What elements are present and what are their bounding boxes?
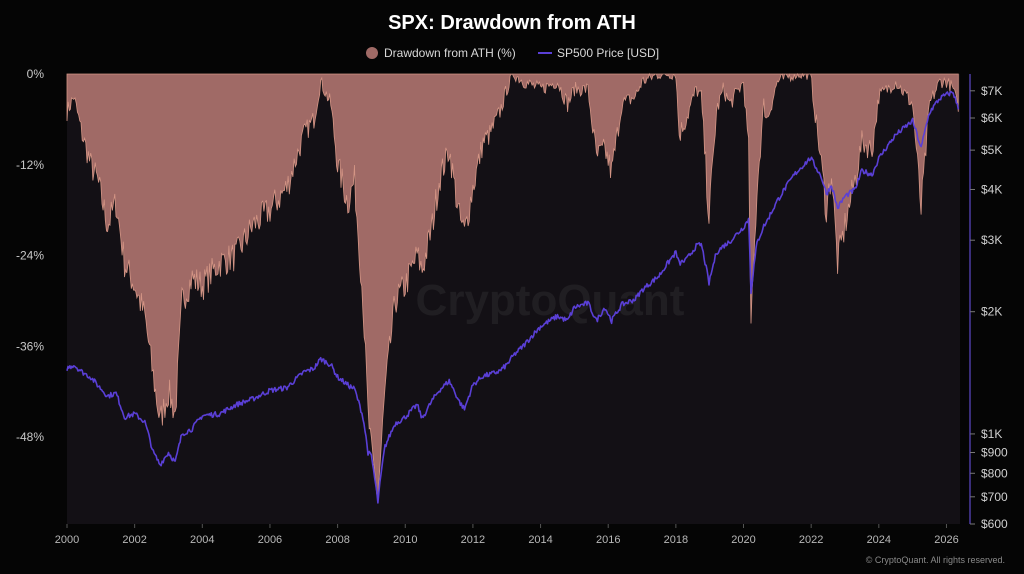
x-tick-label: 2016 <box>596 534 620 546</box>
right-tick-label: $900 <box>981 446 1008 460</box>
legend-drawdown-label: Drawdown from ATH (%) <box>384 46 516 60</box>
right-tick-label: $600 <box>981 517 1008 531</box>
left-tick-label: -12% <box>16 158 44 172</box>
right-tick-label: $2K <box>981 305 1002 319</box>
right-tick-label: $800 <box>981 466 1008 480</box>
legend-item-drawdown[interactable]: Drawdown from ATH (%) <box>366 46 516 60</box>
x-tick-label: 2008 <box>325 534 349 546</box>
x-tick-label: 2024 <box>867 534 891 546</box>
left-tick-label: 0% <box>27 67 45 81</box>
x-tick-label: 2012 <box>461 534 485 546</box>
x-tick-label: 2022 <box>799 534 823 546</box>
x-tick-label: 2004 <box>190 534 214 546</box>
right-axis-ticks: $7K $6K $5K $4K $3K $2K $1K $900 $800 $700 $600 <box>970 84 1008 531</box>
chart-title: SPX: Drawdown from ATH <box>388 12 636 34</box>
legend: Drawdown from ATH (%) SP500 Price [USD] <box>366 46 659 60</box>
right-tick-label: $3K <box>981 233 1002 247</box>
drawdown-area <box>66 72 959 501</box>
x-tick-label: 2026 <box>934 534 958 546</box>
right-tick-label: $7K <box>981 84 1002 98</box>
x-tick-label: 2020 <box>731 534 755 546</box>
left-tick-label: -24% <box>16 249 44 263</box>
legend-price-label: SP500 Price [USD] <box>557 46 659 60</box>
right-tick-label: $5K <box>981 143 1002 157</box>
right-tick-label: $6K <box>981 111 1002 125</box>
x-tick-label: 2000 <box>55 534 79 546</box>
right-tick-label: $700 <box>981 490 1008 504</box>
credit-text: © CryptoQuant. All rights reserved. <box>866 555 1005 565</box>
x-tick-label: 2006 <box>258 534 282 546</box>
x-tick-label: 2014 <box>528 534 552 546</box>
price-line <box>66 90 960 504</box>
left-axis-ticks: 0% -12% -24% -36% -48% <box>16 67 44 444</box>
right-tick-label: $1K <box>981 427 1002 441</box>
watermark: CryptoQuant <box>416 276 685 325</box>
legend-drawdown-marker <box>366 47 378 59</box>
left-tick-label: -36% <box>16 339 44 353</box>
x-axis-ticks: 2000 2002 2004 2006 2008 2010 2012 2014 2016 2018… <box>55 524 959 546</box>
x-tick-label: 2002 <box>122 534 146 546</box>
left-tick-label: -48% <box>16 430 44 444</box>
right-tick-label: $4K <box>981 182 1002 196</box>
legend-item-price[interactable]: SP500 Price [USD] <box>538 46 659 60</box>
x-tick-label: 2018 <box>664 534 688 546</box>
x-tick-label: 2010 <box>393 534 417 546</box>
